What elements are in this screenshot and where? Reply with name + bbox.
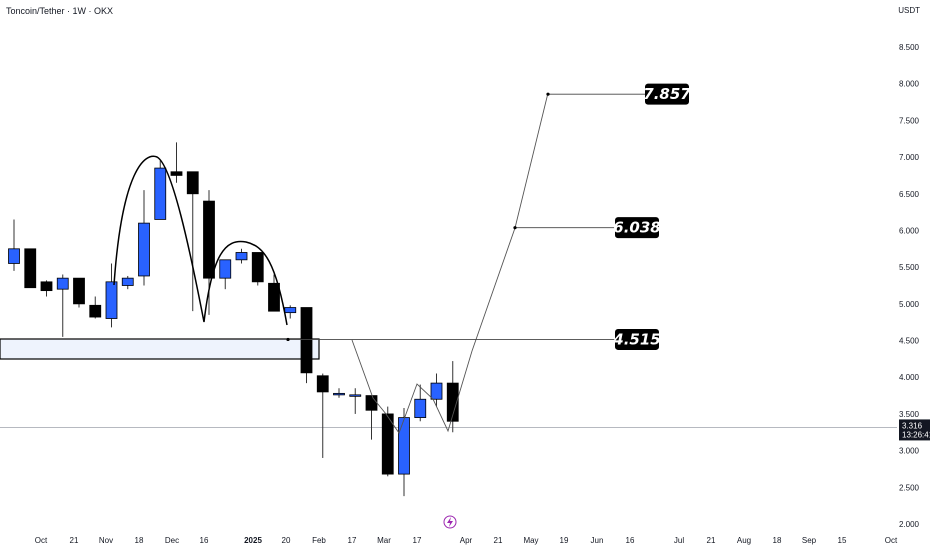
y-axis-tick-label: 3.500 [899, 410, 920, 419]
x-axis-tick-label: Oct [35, 536, 48, 545]
x-axis-tick-label: 21 [494, 536, 503, 545]
x-axis-tick-label: Feb [312, 536, 326, 545]
candle[interactable] [398, 417, 410, 475]
candle[interactable] [56, 277, 69, 290]
y-axis-tick-label: 4.500 [899, 337, 920, 346]
x-axis-tick-label: 17 [348, 536, 357, 545]
target-level-dot [286, 337, 290, 342]
x-axis-tick-label: Jul [674, 536, 684, 545]
candle[interactable] [203, 200, 215, 279]
candle[interactable] [446, 382, 459, 422]
candle[interactable] [186, 171, 199, 195]
y-axis-tick-label: 7.500 [899, 116, 920, 125]
candle[interactable] [170, 171, 183, 176]
candle[interactable] [138, 222, 150, 277]
candle[interactable] [89, 304, 102, 318]
candle[interactable] [105, 281, 118, 319]
target-level-tag[interactable] [645, 83, 689, 105]
bar-countdown: 13:26:41 [902, 430, 932, 439]
candle[interactable] [154, 167, 167, 220]
candle[interactable] [430, 382, 443, 400]
y-axis-tick-label: 6.000 [899, 226, 920, 235]
y-axis-tick-label: 5.000 [899, 300, 920, 309]
candle[interactable] [268, 282, 280, 312]
candle[interactable] [40, 281, 53, 292]
candle[interactable] [284, 307, 297, 314]
target-level-dot [546, 92, 550, 96]
target-level-value: 7.857 [643, 85, 691, 103]
y-axis-tick-label: 3.000 [899, 447, 920, 456]
y-axis-tick-label: 4.000 [899, 373, 920, 382]
current-price-badge [899, 419, 930, 441]
x-axis-tick-label: 16 [626, 536, 635, 545]
y-axis-tick-label: 8.500 [899, 43, 920, 52]
x-axis-tick-label: 18 [135, 536, 144, 545]
candle[interactable] [381, 413, 394, 475]
candle[interactable] [333, 392, 345, 396]
x-axis-tick-label: 15 [838, 536, 847, 545]
y-axis-tick-label: 8.000 [899, 80, 920, 89]
x-axis-tick-label: Aug [737, 536, 751, 545]
target-level-value: 6.038 [613, 219, 660, 237]
y-axis-tick-label: 2.000 [899, 520, 920, 529]
pattern-curve [113, 155, 288, 326]
support-zone[interactable] [0, 338, 320, 360]
projection-path [351, 92, 549, 434]
x-axis-tick-label: 21 [70, 536, 79, 545]
x-axis-tick-label: 21 [707, 536, 716, 545]
x-axis-tick-label: Nov [99, 536, 113, 545]
candle[interactable] [235, 252, 248, 261]
x-axis-tick-label: Apr [460, 536, 473, 545]
x-axis-tick-label: 18 [773, 536, 782, 545]
candle[interactable] [121, 277, 134, 286]
candle[interactable] [414, 398, 427, 418]
x-axis-tick-label: 20 [282, 536, 291, 545]
candle[interactable] [8, 248, 20, 264]
current-price-value: 3.316 [902, 421, 923, 430]
x-axis-tick-label: 17 [413, 536, 422, 545]
candle[interactable] [219, 259, 232, 279]
x-axis-tick-label: 16 [200, 536, 209, 545]
candle[interactable] [365, 395, 378, 411]
y-axis-tick-label: 6.500 [899, 190, 920, 199]
chart-title: Toncoin/Tether · 1W · OKX [6, 6, 114, 16]
target-level-tag[interactable] [615, 328, 659, 350]
candle[interactable] [24, 248, 37, 289]
x-axis-tick-label: 2025 [244, 536, 262, 545]
candle[interactable] [349, 394, 362, 397]
candle[interactable] [73, 277, 85, 305]
lightning-icon-glyph [447, 517, 453, 527]
target-level-tag[interactable] [615, 217, 659, 239]
y-axis-tick-label: 5.500 [899, 263, 920, 272]
x-axis-tick-label: 19 [560, 536, 569, 545]
x-axis-tick-label: Jun [591, 536, 604, 545]
candle[interactable] [316, 375, 329, 393]
candle[interactable] [251, 252, 264, 283]
x-axis-tick-label: Oct [885, 536, 898, 545]
x-axis-tick-label: May [523, 536, 538, 545]
x-axis-tick-label: Sep [802, 536, 817, 545]
target-level-dot [513, 226, 517, 230]
target-level-value: 4.515 [612, 330, 660, 348]
x-axis-tick-label: Dec [165, 536, 179, 545]
candle[interactable] [300, 307, 313, 374]
y-axis-tick-label: 7.000 [899, 153, 920, 162]
x-axis-tick-label: Mar [377, 536, 391, 545]
y-axis-tick-label: 2.500 [899, 483, 920, 492]
currency-label: USDT [898, 6, 920, 15]
